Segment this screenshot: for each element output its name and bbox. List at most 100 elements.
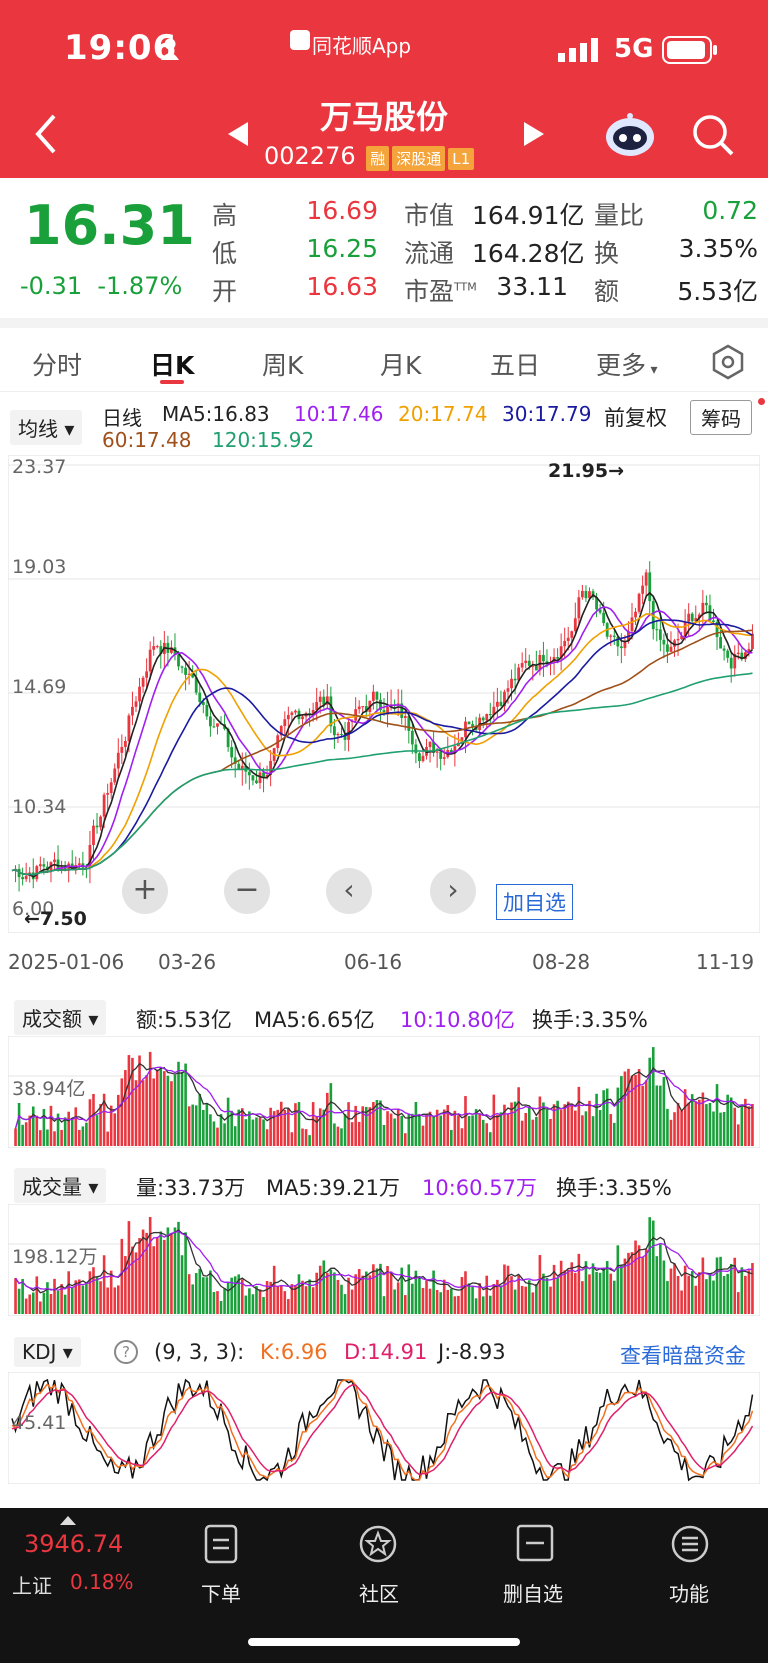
candle-body	[258, 772, 262, 784]
bottom-order[interactable]: 下单	[201, 1582, 241, 1606]
candle-body	[410, 730, 414, 745]
volume-bar	[304, 1286, 308, 1314]
candle-body	[336, 733, 340, 736]
ma-mode-select[interactable]: 均线 ▾	[10, 410, 83, 445]
candle-body	[687, 613, 691, 622]
help-icon[interactable]: ?	[114, 1340, 138, 1364]
volume-bar	[81, 1126, 85, 1146]
kline-ytick-1: 19.03	[12, 556, 67, 578]
volume-bar	[705, 1104, 708, 1146]
volume-bar	[517, 1087, 520, 1146]
volume-bar	[223, 1288, 226, 1314]
volume-bar	[439, 1292, 442, 1314]
volume-bar	[705, 1279, 708, 1314]
scroll-left-button[interactable]: ‹	[326, 868, 372, 914]
amount-select[interactable]: 成交额 ▾	[14, 1000, 107, 1035]
next-stock-icon[interactable]	[522, 120, 546, 148]
volume-bar	[389, 1113, 393, 1146]
tab-more[interactable]: 更多 ▾	[596, 351, 658, 380]
dark-pool-link[interactable]: 查看暗盘资金	[620, 1344, 746, 1368]
volume-bar	[605, 1088, 609, 1146]
candle-body	[269, 760, 273, 776]
prev-stock-icon[interactable]	[226, 120, 250, 148]
volume-bar	[42, 1292, 46, 1314]
candle-body	[559, 646, 563, 659]
volume-bar	[527, 1106, 531, 1146]
candle-body	[740, 652, 744, 660]
volume-bar	[361, 1106, 365, 1146]
volume-bar	[67, 1111, 70, 1146]
zoom-out-button[interactable]: −	[224, 868, 270, 914]
volume-select[interactable]: 成交量 ▾	[14, 1168, 107, 1203]
xtick-0: 2025-01-06	[8, 950, 125, 974]
settings-icon[interactable]	[710, 344, 746, 380]
volume-bar	[499, 1285, 503, 1314]
candle-body	[265, 775, 269, 778]
volume-bar	[39, 1130, 42, 1146]
candle-body	[697, 614, 701, 619]
candle-body	[286, 715, 290, 720]
volume-bar	[63, 1294, 67, 1314]
adjust-mode[interactable]: 前复权	[604, 406, 667, 430]
kline-chart[interactable]	[8, 455, 760, 933]
volume-bar	[92, 1093, 95, 1146]
volume-bar	[269, 1107, 272, 1146]
chip-button[interactable]: 筹码	[690, 400, 752, 435]
candle-body	[644, 572, 648, 586]
order-icon[interactable]	[204, 1524, 238, 1564]
bottom-function[interactable]: 功能	[669, 1582, 709, 1606]
ma-line	[11, 619, 753, 876]
tab-daily[interactable]: 日K	[150, 351, 195, 380]
volume-bar	[145, 1232, 148, 1314]
index-value[interactable]: 3946.74	[24, 1530, 124, 1558]
kdj-select[interactable]: KDJ ▾	[14, 1337, 81, 1367]
volume-bar	[92, 1267, 95, 1314]
volume-bar	[726, 1273, 729, 1314]
volume-bar	[230, 1110, 233, 1146]
volume-bar	[230, 1277, 233, 1314]
volume-bar	[708, 1274, 712, 1314]
bottom-community[interactable]: 社区	[359, 1582, 399, 1606]
search-icon[interactable]	[692, 114, 736, 158]
volume-bar	[559, 1109, 563, 1146]
pe-sup: TTM	[454, 280, 477, 294]
tab-5day[interactable]: 五日	[490, 351, 541, 380]
robot-assistant-icon[interactable]	[604, 112, 656, 158]
volume-bar	[457, 1115, 460, 1146]
back-icon[interactable]	[34, 114, 58, 154]
zoom-in-button[interactable]: +	[122, 868, 168, 914]
volume-bar	[630, 1075, 634, 1146]
volume-bar	[364, 1271, 368, 1314]
volume-bar	[315, 1116, 318, 1146]
tab-monthly[interactable]: 月K	[380, 351, 422, 380]
scroll-right-button[interactable]: ›	[430, 868, 476, 914]
volume-bar	[159, 1067, 163, 1146]
volume-bar	[42, 1108, 46, 1146]
volume-bar	[496, 1279, 499, 1314]
bottom-remove-watch[interactable]: 删自选	[503, 1582, 563, 1606]
volume-bar	[612, 1280, 616, 1314]
volume-bar	[651, 1220, 655, 1314]
network-type: 5G	[614, 34, 654, 64]
expand-icon[interactable]	[60, 1516, 76, 1525]
tab-intraday[interactable]: 分时	[32, 351, 83, 380]
volume-bar	[620, 1265, 623, 1314]
volume-bar	[375, 1268, 379, 1314]
add-watch-button[interactable]: 加自选	[496, 884, 573, 920]
remove-watch-icon[interactable]	[516, 1524, 554, 1562]
tab-weekly[interactable]: 周K	[262, 351, 304, 380]
candle-body	[619, 646, 623, 649]
volume-bar	[549, 1118, 552, 1146]
volume-bar	[109, 1270, 113, 1314]
float-value: 164.28亿	[472, 239, 585, 268]
menu-icon[interactable]	[670, 1524, 710, 1564]
volume-bar	[726, 1094, 729, 1146]
community-icon[interactable]	[358, 1524, 398, 1564]
candle-body	[155, 646, 159, 648]
candle-body	[510, 678, 513, 689]
volume-bar	[698, 1272, 701, 1314]
candle-body	[315, 701, 319, 710]
candle-body	[233, 757, 237, 764]
price-change: -0.31 -1.87%	[20, 272, 182, 300]
volume-bar	[595, 1093, 598, 1146]
